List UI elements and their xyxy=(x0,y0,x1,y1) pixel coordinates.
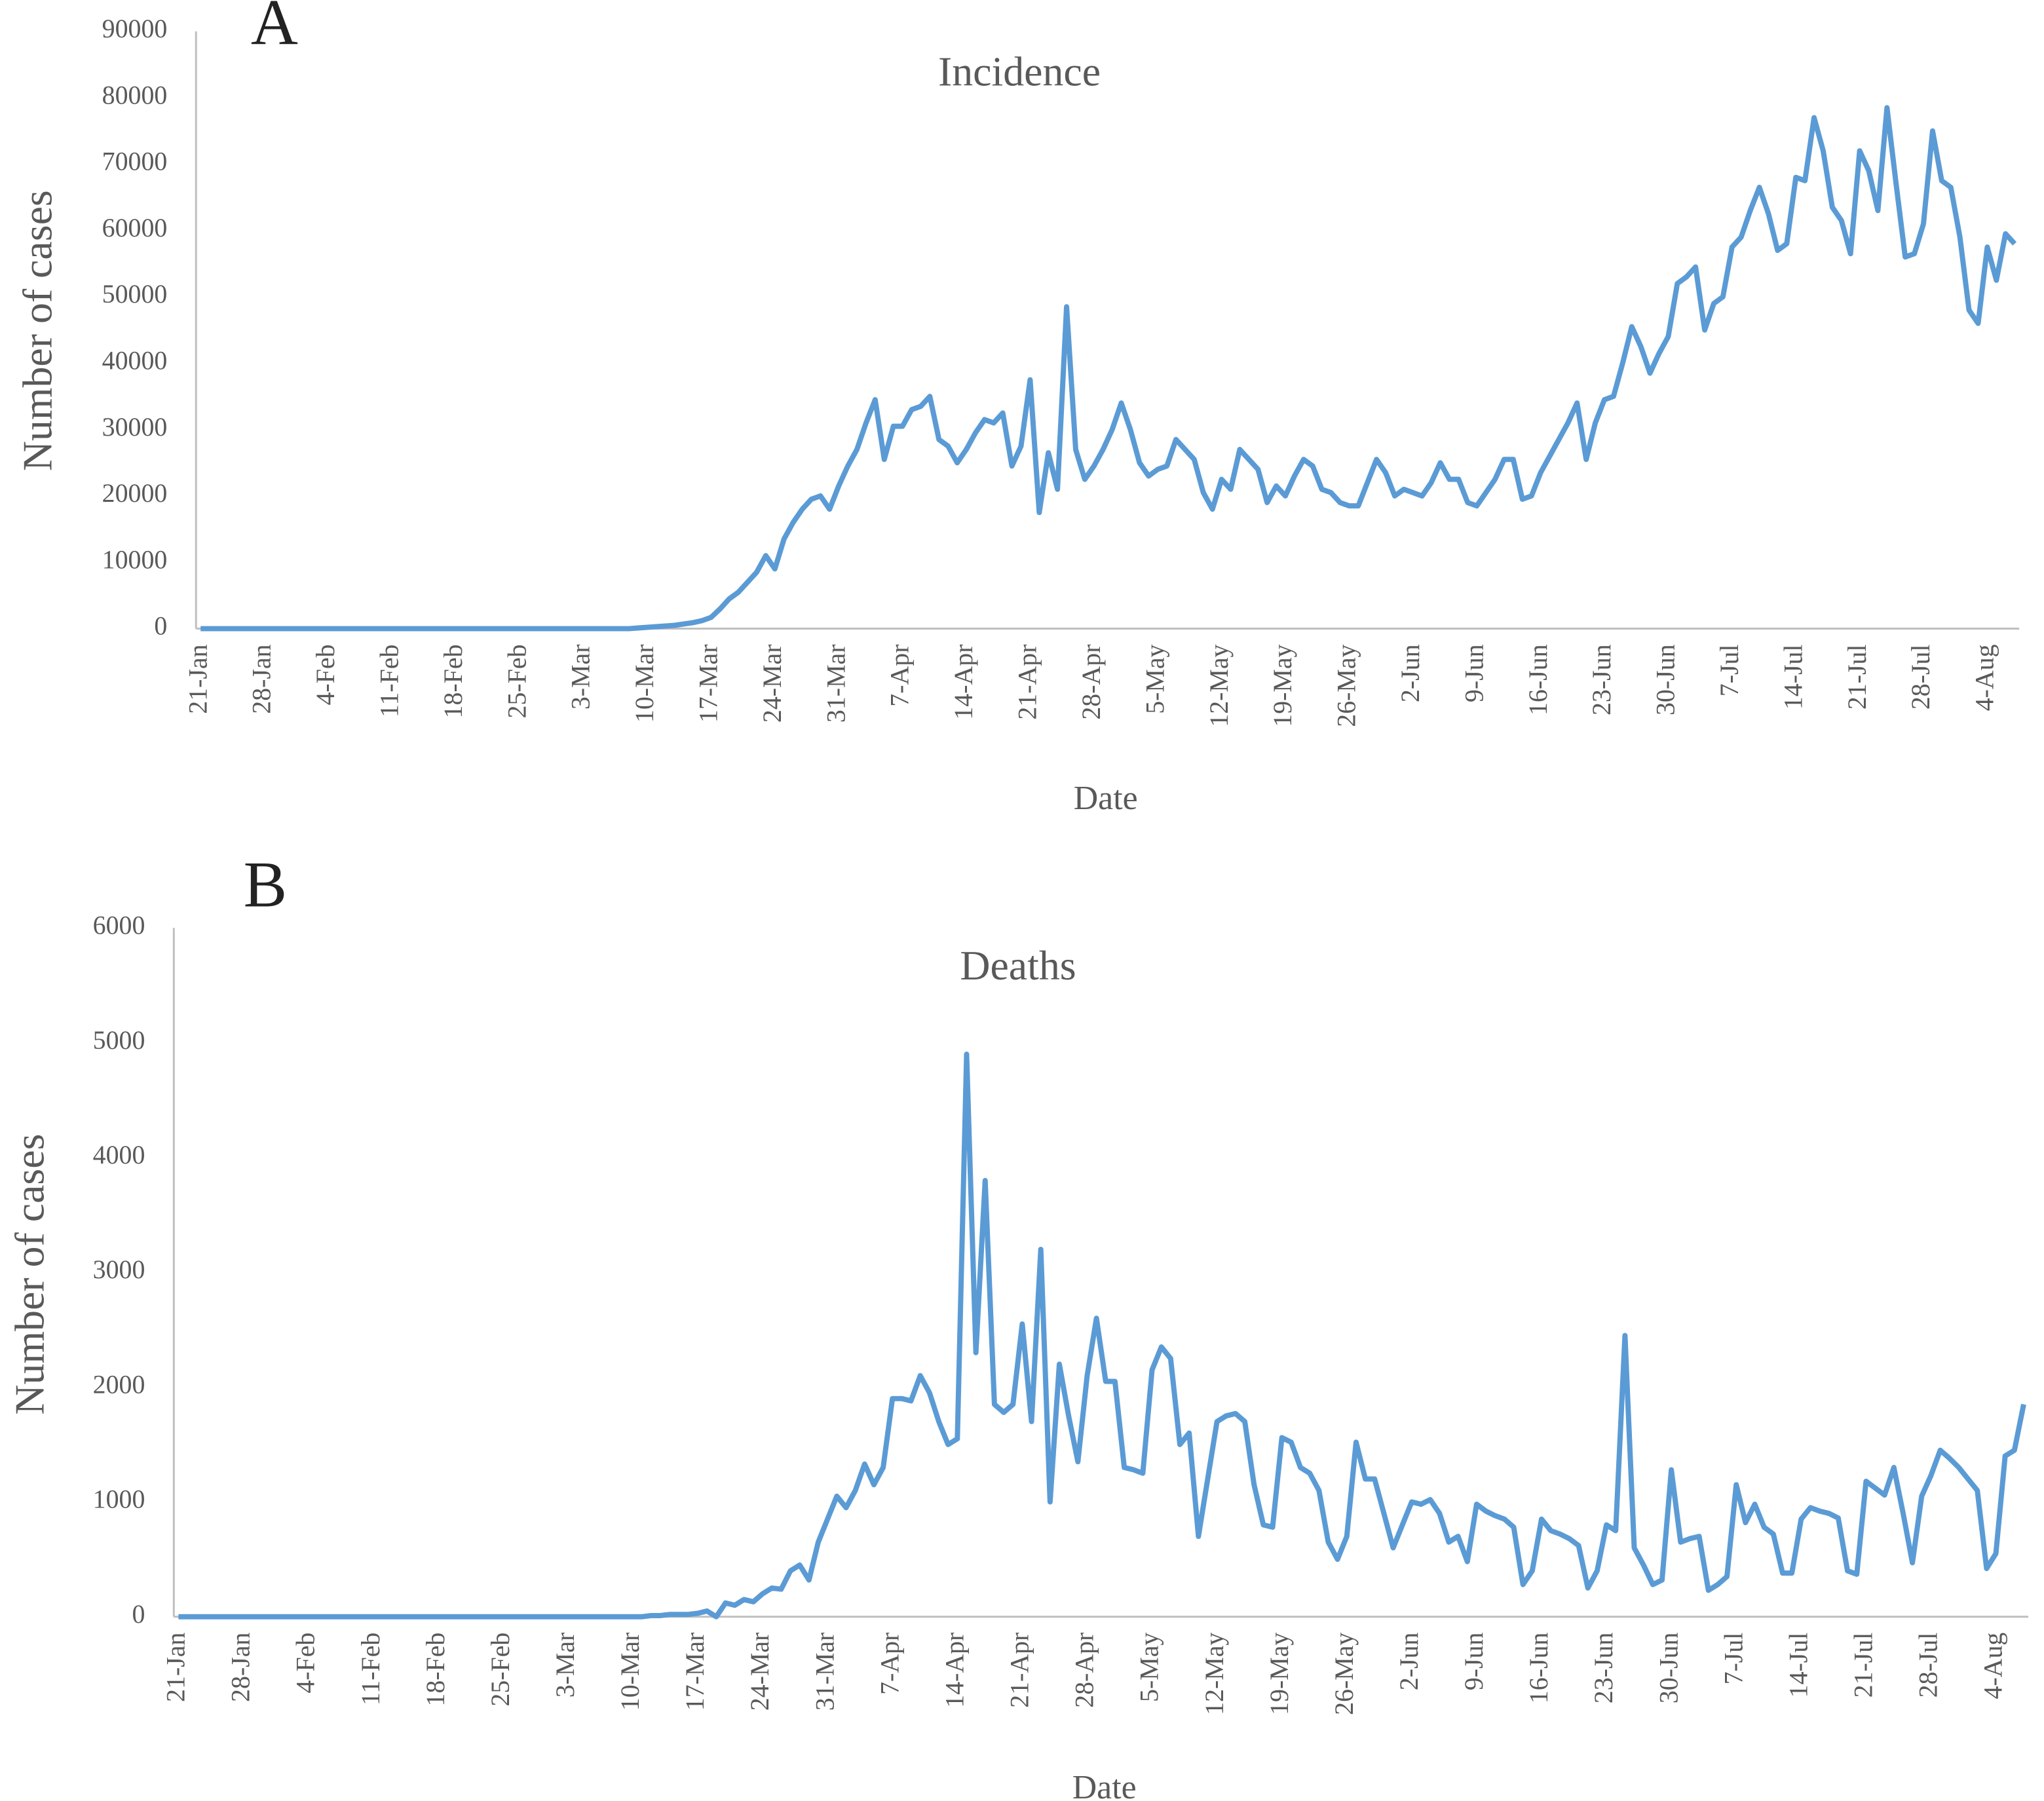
y-axis-label: Number of cases xyxy=(7,1134,53,1415)
panel-label: A xyxy=(251,0,298,58)
x-tick-label: 11-Feb xyxy=(375,644,404,717)
x-tick-label: 21-Jul xyxy=(1842,644,1872,710)
y-tick-label: 80000 xyxy=(102,80,168,109)
y-tick-label: 0 xyxy=(154,611,167,641)
x-tick-label: 19-May xyxy=(1268,644,1297,727)
x-tick-label: 7-Apr xyxy=(885,644,915,706)
x-tick-label: 9-Jun xyxy=(1459,1633,1488,1691)
y-tick-label: 50000 xyxy=(102,279,168,309)
x-axis-label: Date xyxy=(1074,780,1138,817)
x-tick-label: 14-Apr xyxy=(949,644,978,719)
x-tick-label: 26-May xyxy=(1329,1633,1359,1715)
x-tick-label: 25-Feb xyxy=(502,644,531,718)
x-tick-label: 14-Jul xyxy=(1783,1633,1813,1698)
data-line xyxy=(200,105,2017,632)
x-tick-label: 3-Mar xyxy=(566,644,596,710)
x-tick-label: 18-Feb xyxy=(421,1633,450,1707)
chart-title: Deaths xyxy=(960,942,1076,989)
y-tick-label: 60000 xyxy=(102,213,168,242)
x-tick-label: 9-Jun xyxy=(1459,644,1488,702)
x-tick-label: 2-Jun xyxy=(1394,1633,1424,1691)
y-tick-label: 2000 xyxy=(93,1369,145,1399)
x-tick-label: 7-Jul xyxy=(1714,644,1744,696)
x-tick-label: 30-Jun xyxy=(1654,1633,1683,1704)
x-tick-label: 28-Apr xyxy=(1076,644,1106,719)
x-tick-label: 5-May xyxy=(1140,644,1169,713)
x-tick-label: 16-Jun xyxy=(1523,644,1553,715)
y-tick-label: 20000 xyxy=(102,478,168,508)
y-tick-label: 6000 xyxy=(93,911,145,940)
x-tick-label: 30-Jun xyxy=(1651,644,1680,715)
x-tick-label: 21-Jul xyxy=(1849,1633,1878,1698)
y-tick-label: 90000 xyxy=(102,14,168,43)
y-tick-label: 0 xyxy=(132,1599,145,1629)
x-tick-label: 7-Apr xyxy=(875,1633,904,1695)
y-tick-label: 1000 xyxy=(93,1485,145,1514)
y-tick-label: 10000 xyxy=(102,544,168,574)
x-tick-label: 28-Jul xyxy=(1914,1633,1943,1698)
x-tick-label: 4-Aug xyxy=(1978,1633,2008,1699)
x-tick-label: 21-Apr xyxy=(1005,1633,1034,1708)
x-tick-label: 12-May xyxy=(1200,1633,1229,1715)
x-tick-label: 23-Jun xyxy=(1587,644,1616,715)
x-tick-label: 17-Mar xyxy=(680,1633,710,1711)
x-tick-label: 3-Mar xyxy=(550,1633,580,1698)
x-tick-label: 12-May xyxy=(1204,644,1234,727)
data-line xyxy=(178,1052,2026,1620)
x-tick-label: 4-Aug xyxy=(1970,644,1999,711)
y-tick-label: 40000 xyxy=(102,346,168,375)
x-tick-label: 19-May xyxy=(1264,1633,1294,1715)
x-tick-label: 17-Mar xyxy=(694,644,723,723)
x-tick-label: 14-Apr xyxy=(939,1633,969,1708)
x-axis-label: Date xyxy=(1072,1769,1137,1801)
y-tick-label: 3000 xyxy=(93,1255,145,1284)
y-tick-label: 4000 xyxy=(93,1140,145,1169)
y-tick-label: 70000 xyxy=(102,147,168,176)
x-tick-label: 21-Jan xyxy=(183,644,212,713)
x-tick-label: 23-Jun xyxy=(1589,1633,1618,1704)
x-tick-label: 11-Feb xyxy=(356,1633,385,1706)
x-tick-label: 7-Jul xyxy=(1718,1633,1748,1685)
x-tick-label: 28-Jul xyxy=(1906,644,1935,710)
x-tick-label: 4-Feb xyxy=(311,644,340,705)
x-tick-label: 10-Mar xyxy=(615,1633,645,1711)
x-tick-label: 18-Feb xyxy=(438,644,468,718)
chart-title: Incidence xyxy=(938,48,1101,94)
x-tick-label: 25-Feb xyxy=(485,1633,515,1707)
x-tick-label: 21-Apr xyxy=(1013,644,1042,719)
x-tick-label: 10-Mar xyxy=(630,644,659,723)
x-tick-label: 4-Feb xyxy=(291,1633,320,1694)
x-tick-label: 14-Jul xyxy=(1778,644,1807,710)
panel-label: B xyxy=(244,848,288,920)
x-tick-label: 26-May xyxy=(1332,644,1361,727)
x-tick-label: 24-Mar xyxy=(745,1633,774,1711)
x-tick-label: 28-Jan xyxy=(247,644,276,713)
x-tick-label: 31-Mar xyxy=(821,644,850,723)
x-tick-label: 16-Jun xyxy=(1524,1633,1553,1704)
x-tick-label: 5-May xyxy=(1135,1633,1164,1702)
y-tick-label: 5000 xyxy=(93,1025,145,1055)
x-tick-label: 21-Jan xyxy=(161,1633,191,1702)
x-tick-label: 28-Apr xyxy=(1070,1633,1099,1708)
x-tick-label: 28-Jan xyxy=(226,1633,256,1702)
x-tick-label: 31-Mar xyxy=(810,1633,839,1711)
y-axis-label: Number of cases xyxy=(14,190,60,471)
x-tick-label: 24-Mar xyxy=(757,644,787,723)
x-tick-label: 2-Jun xyxy=(1395,644,1425,702)
y-tick-label: 30000 xyxy=(102,412,168,442)
